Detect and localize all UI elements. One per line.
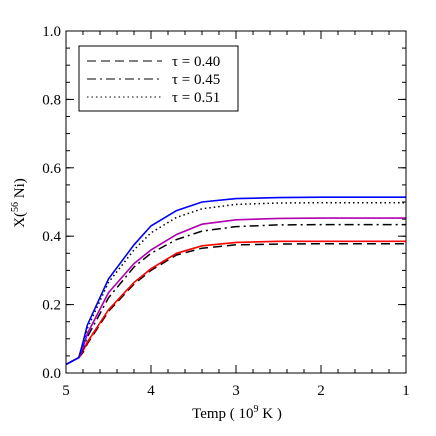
legend-label: τ = 0.45 (172, 72, 220, 88)
x-axis-label: Temp ( 109 K ) (192, 404, 282, 422)
x-tick-label: 5 (62, 383, 70, 399)
x-axis-label-end: K ) (259, 406, 282, 422)
x-axis-label-sup: 9 (254, 404, 259, 415)
y-tick-label: 1.0 (42, 24, 61, 40)
y-tick-label: 0.0 (42, 366, 61, 382)
series-line-4 (65, 217, 406, 366)
series-line-3 (65, 223, 406, 366)
y-axis-label-main: X( (12, 212, 28, 228)
x-tick-label: 2 (317, 383, 325, 399)
x-tick-label: 1 (402, 383, 410, 399)
y-tick-label: 0.8 (42, 92, 61, 108)
x-tick-label: 4 (147, 383, 155, 399)
series-line-6 (65, 196, 406, 366)
x-axis-label-main: Temp ( 10 (192, 406, 253, 422)
y-axis-label-end: Ni) (12, 178, 28, 202)
y-tick-label: 0.6 (42, 161, 61, 177)
y-axis-label: X(56 Ni) (10, 178, 28, 228)
y-axis-label-sup: 56 (10, 202, 21, 212)
legend: τ = 0.40 τ = 0.45 τ = 0.51 (78, 45, 239, 112)
series-line-2 (65, 240, 406, 366)
plot-frame (65, 30, 407, 374)
series-line-1 (65, 242, 406, 366)
legend-label: τ = 0.40 (172, 54, 220, 70)
y-tick-label: 0.2 (42, 298, 61, 314)
legend-label: τ = 0.51 (172, 90, 220, 106)
y-tick-label: 0.4 (42, 229, 61, 245)
x-tick-label: 3 (232, 383, 240, 399)
